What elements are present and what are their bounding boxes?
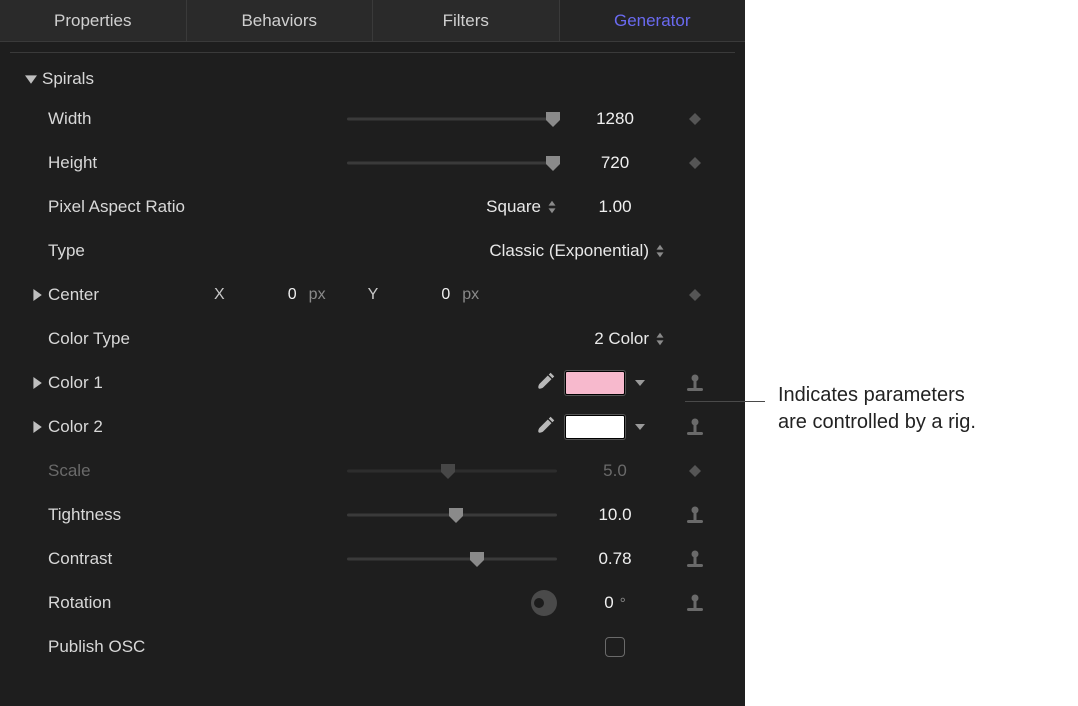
color1-label: Color 1	[48, 373, 214, 393]
generator-inspector-panel: Properties Behaviors Filters Generator S…	[0, 0, 745, 706]
rig-icon[interactable]	[685, 593, 705, 613]
disclosure-down-icon	[24, 73, 38, 85]
section-title: Spirals	[42, 69, 94, 89]
par-label: Pixel Aspect Ratio	[48, 197, 228, 217]
color2-swatch[interactable]	[565, 415, 625, 439]
center-x-unit: px	[309, 286, 326, 304]
width-value[interactable]: 1280	[565, 109, 665, 129]
center-x-label: X	[214, 286, 225, 304]
center-label: Center	[48, 285, 214, 305]
par-popup-value: Square	[486, 197, 541, 217]
tab-generator[interactable]: Generator	[560, 0, 746, 41]
param-publish-osc: Publish OSC	[0, 625, 745, 669]
annotation-leader-line	[685, 401, 765, 402]
publish-osc-checkbox[interactable]	[605, 637, 625, 657]
color-type-label: Color Type	[48, 329, 228, 349]
stepper-icon	[547, 200, 557, 214]
scale-slider	[347, 464, 557, 478]
height-slider[interactable]	[347, 156, 557, 170]
scale-label: Scale	[48, 461, 228, 481]
tightness-value[interactable]: 10.0	[565, 505, 665, 525]
type-popup[interactable]: Classic (Exponential)	[489, 241, 665, 261]
rotation-dial[interactable]	[531, 590, 557, 616]
par-popup[interactable]: Square	[486, 197, 557, 217]
center-x-value[interactable]: 0	[237, 286, 297, 304]
param-center: Center X 0 px Y 0 px	[0, 273, 745, 317]
keyframe-icon[interactable]	[688, 464, 702, 478]
tightness-label: Tightness	[48, 505, 228, 525]
color-type-popup[interactable]: 2 Color	[594, 329, 665, 349]
eyedropper-icon[interactable]	[535, 414, 557, 441]
param-color-1: Color 1	[0, 361, 745, 405]
param-color-2: Color 2	[0, 405, 745, 449]
type-popup-value: Classic (Exponential)	[489, 241, 649, 261]
keyframe-icon[interactable]	[688, 156, 702, 170]
contrast-label: Contrast	[48, 549, 228, 569]
disclosure-right-icon[interactable]	[30, 377, 44, 389]
type-label: Type	[48, 241, 228, 261]
par-value[interactable]: 1.00	[565, 197, 665, 217]
rotation-value[interactable]: 0	[604, 593, 613, 613]
contrast-value[interactable]: 0.78	[565, 549, 665, 569]
param-type: Type Classic (Exponential)	[0, 229, 745, 273]
param-rotation: Rotation 0 °	[0, 581, 745, 625]
annotation-text: Indicates parameters are controlled by a…	[778, 382, 976, 436]
annotation-line-2: are controlled by a rig.	[778, 411, 976, 433]
rig-icon[interactable]	[685, 417, 705, 437]
annotation-line-1: Indicates parameters	[778, 384, 965, 406]
inspector-tabs: Properties Behaviors Filters Generator	[0, 0, 745, 42]
eyedropper-icon[interactable]	[535, 370, 557, 397]
rig-icon[interactable]	[685, 549, 705, 569]
tab-filters[interactable]: Filters	[373, 0, 560, 41]
param-tightness: Tightness 10.0	[0, 493, 745, 537]
contrast-slider[interactable]	[347, 552, 557, 566]
param-width: Width 1280	[0, 97, 745, 141]
inspector-body: Spirals Width 1280 Height 720	[0, 42, 745, 706]
keyframe-icon[interactable]	[688, 112, 702, 126]
color1-swatch[interactable]	[565, 371, 625, 395]
rig-icon[interactable]	[685, 505, 705, 525]
height-label: Height	[48, 153, 228, 173]
center-xy[interactable]: X 0 px Y 0 px	[214, 286, 479, 304]
disclosure-right-icon[interactable]	[30, 421, 44, 433]
width-slider[interactable]	[347, 112, 557, 126]
color-type-popup-value: 2 Color	[594, 329, 649, 349]
rotation-unit: °	[620, 595, 626, 612]
width-label: Width	[48, 109, 228, 129]
param-pixel-aspect-ratio: Pixel Aspect Ratio Square 1.00	[0, 185, 745, 229]
param-contrast: Contrast 0.78	[0, 537, 745, 581]
center-y-value[interactable]: 0	[390, 286, 450, 304]
section-spirals[interactable]: Spirals	[0, 61, 745, 97]
keyframe-icon[interactable]	[688, 288, 702, 302]
tightness-slider[interactable]	[347, 508, 557, 522]
param-height: Height 720	[0, 141, 745, 185]
stepper-icon	[655, 332, 665, 346]
publish-osc-label: Publish OSC	[48, 637, 228, 657]
rotation-label: Rotation	[48, 593, 228, 613]
param-color-type: Color Type 2 Color	[0, 317, 745, 361]
param-scale: Scale 5.0	[0, 449, 745, 493]
scale-value: 5.0	[565, 461, 665, 481]
rig-icon[interactable]	[685, 373, 705, 393]
disclosure-right-icon[interactable]	[30, 289, 44, 301]
stepper-icon	[655, 244, 665, 258]
center-y-unit: px	[462, 286, 479, 304]
tab-behaviors[interactable]: Behaviors	[187, 0, 374, 41]
chevron-down-icon[interactable]	[633, 376, 647, 390]
center-y-label: Y	[368, 286, 379, 304]
chevron-down-icon[interactable]	[633, 420, 647, 434]
tab-properties[interactable]: Properties	[0, 0, 187, 41]
height-value[interactable]: 720	[565, 153, 665, 173]
color2-label: Color 2	[48, 417, 214, 437]
